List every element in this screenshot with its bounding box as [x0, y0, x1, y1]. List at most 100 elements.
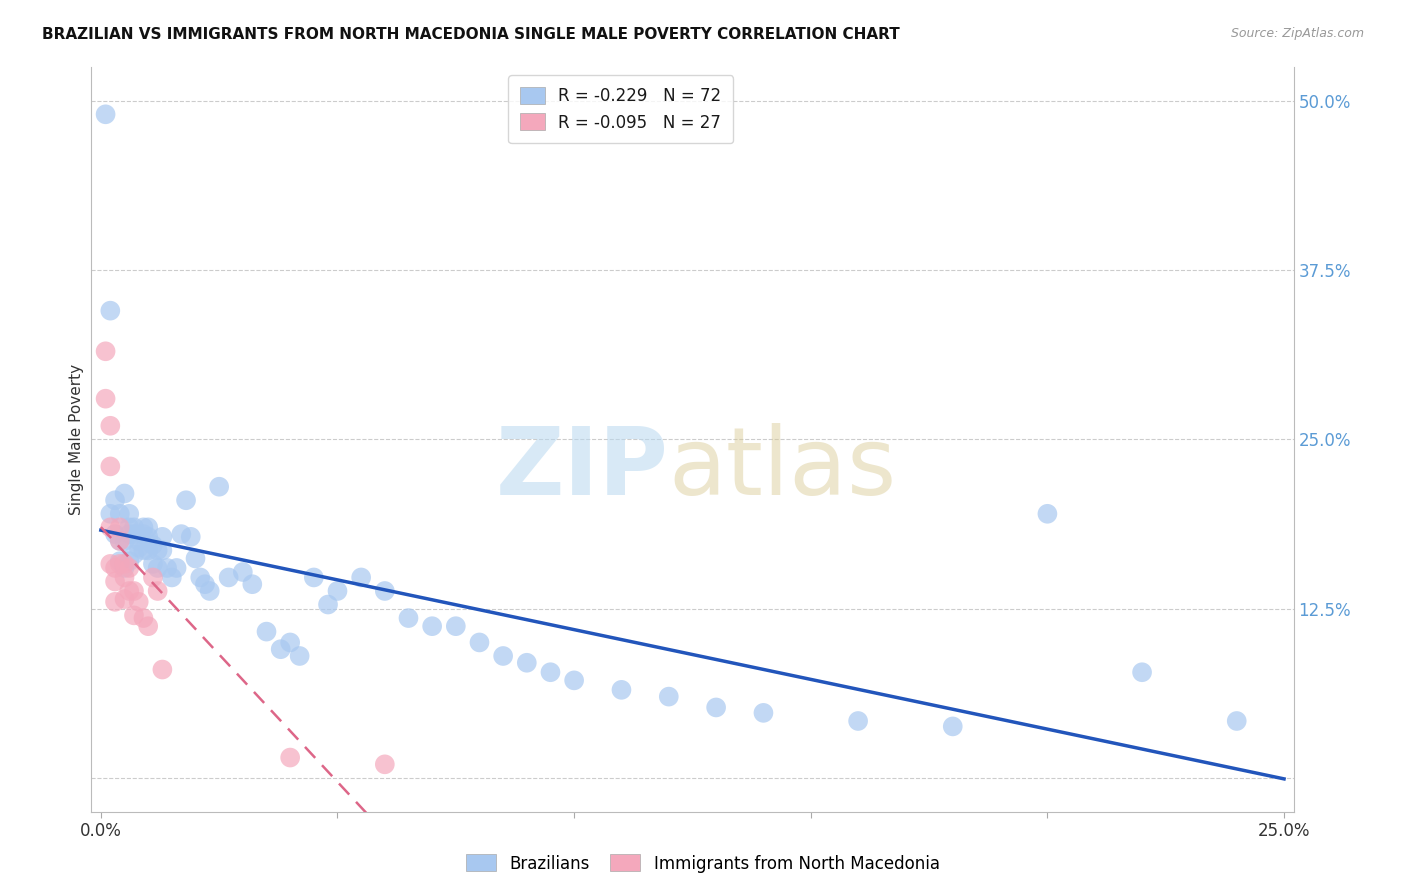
Point	[122, 608, 145, 623]
Point	[610, 682, 633, 697]
Point	[94, 107, 117, 121]
Point	[98, 303, 121, 318]
Point	[132, 611, 155, 625]
Point	[270, 642, 292, 657]
Point	[232, 565, 254, 579]
Point	[194, 577, 217, 591]
Point	[114, 592, 136, 607]
Point	[150, 530, 173, 544]
Legend: R = -0.229   N = 72, R = -0.095   N = 27: R = -0.229 N = 72, R = -0.095 N = 27	[509, 75, 734, 144]
Point	[374, 757, 396, 772]
Y-axis label: Single Male Poverty: Single Male Poverty	[69, 364, 84, 515]
Point	[704, 700, 727, 714]
Point	[420, 619, 443, 633]
Point	[658, 690, 681, 704]
Point	[146, 543, 169, 558]
Point	[104, 561, 127, 575]
Point	[118, 561, 141, 575]
Point	[166, 561, 188, 575]
Point	[174, 493, 197, 508]
Point	[98, 418, 121, 433]
Point	[122, 548, 145, 562]
Point	[118, 584, 141, 599]
Point	[468, 635, 491, 649]
Point	[136, 520, 159, 534]
Point	[94, 392, 117, 406]
Point	[136, 619, 159, 633]
Point	[846, 714, 869, 728]
Point	[150, 663, 173, 677]
Point	[114, 557, 136, 571]
Point	[108, 533, 131, 548]
Point	[136, 543, 159, 558]
Point	[170, 527, 193, 541]
Point	[118, 520, 141, 534]
Point	[184, 551, 207, 566]
Point	[108, 520, 131, 534]
Point	[118, 507, 141, 521]
Point	[128, 541, 150, 555]
Point	[540, 665, 562, 680]
Point	[278, 635, 301, 649]
Point	[118, 554, 141, 568]
Point	[398, 611, 420, 625]
Point	[146, 561, 169, 575]
Point	[562, 673, 585, 688]
Point	[278, 750, 301, 764]
Point	[128, 595, 150, 609]
Point	[104, 595, 127, 609]
Point	[1226, 714, 1249, 728]
Point	[156, 561, 179, 575]
Point	[374, 584, 396, 599]
Text: BRAZILIAN VS IMMIGRANTS FROM NORTH MACEDONIA SINGLE MALE POVERTY CORRELATION CHA: BRAZILIAN VS IMMIGRANTS FROM NORTH MACED…	[42, 27, 900, 42]
Point	[132, 527, 155, 541]
Point	[256, 624, 278, 639]
Point	[98, 520, 121, 534]
Point	[108, 533, 131, 548]
Point	[516, 656, 538, 670]
Point	[114, 533, 136, 548]
Point	[1036, 507, 1059, 521]
Point	[122, 584, 145, 599]
Point	[108, 507, 131, 521]
Point	[136, 530, 159, 544]
Point	[132, 520, 155, 534]
Point	[240, 577, 263, 591]
Point	[208, 480, 231, 494]
Point	[146, 584, 169, 599]
Point	[122, 520, 145, 534]
Point	[150, 543, 173, 558]
Point	[114, 561, 136, 575]
Legend: Brazilians, Immigrants from North Macedonia: Brazilians, Immigrants from North Macedo…	[460, 847, 946, 880]
Point	[114, 570, 136, 584]
Point	[118, 527, 141, 541]
Point	[108, 557, 131, 571]
Point	[104, 527, 127, 541]
Point	[108, 554, 131, 568]
Point	[326, 584, 349, 599]
Point	[942, 719, 965, 733]
Text: Source: ZipAtlas.com: Source: ZipAtlas.com	[1230, 27, 1364, 40]
Point	[104, 493, 127, 508]
Point	[198, 584, 221, 599]
Text: ZIP: ZIP	[495, 423, 668, 515]
Point	[1130, 665, 1153, 680]
Point	[142, 538, 165, 552]
Point	[302, 570, 325, 584]
Point	[98, 459, 121, 474]
Point	[142, 570, 165, 584]
Point	[122, 527, 145, 541]
Point	[492, 648, 515, 663]
Point	[288, 648, 311, 663]
Point	[160, 570, 183, 584]
Point	[94, 344, 117, 359]
Point	[98, 507, 121, 521]
Point	[218, 570, 240, 584]
Text: atlas: atlas	[668, 423, 897, 515]
Point	[316, 598, 339, 612]
Point	[142, 557, 165, 571]
Point	[350, 570, 373, 584]
Point	[132, 543, 155, 558]
Point	[128, 533, 150, 548]
Point	[444, 619, 467, 633]
